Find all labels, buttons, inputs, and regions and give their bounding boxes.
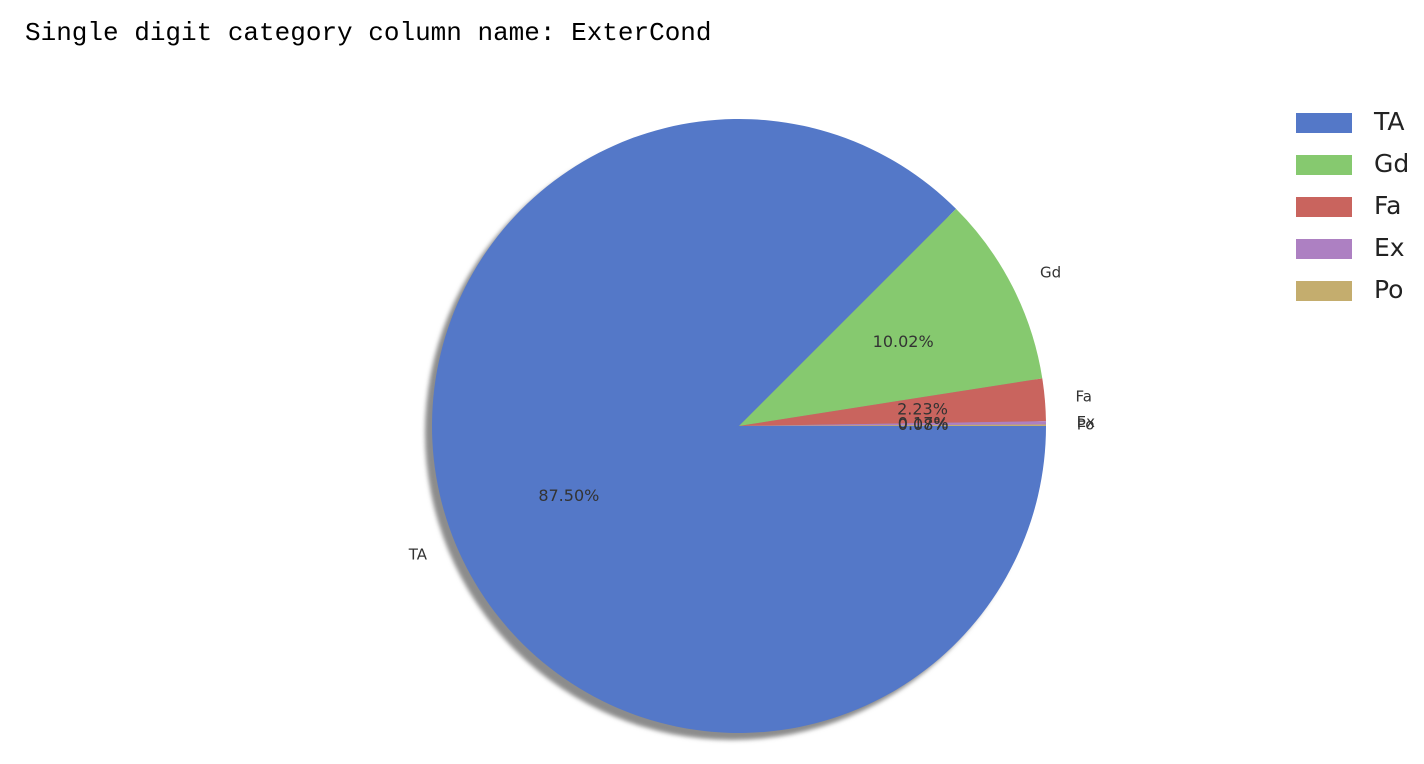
pie-slice-ex [739,421,1046,426]
slice-label-ta: TA [408,546,428,564]
legend-label-fa: Fa [1374,191,1401,220]
legend-label-gd: Gd [1374,149,1409,178]
pie-slice-ta [431,118,1046,733]
legend-swatch-fa [1296,197,1352,217]
legend-swatch-gd [1296,155,1352,175]
pct-label-ta: 87.50% [538,486,599,505]
pie-slice-fa [739,378,1046,426]
pct-label-gd: 10.02% [873,332,934,351]
legend-label-ta: TA [1373,107,1404,136]
pie-slices [431,118,1046,733]
pie-percent-labels: 87.50% 10.02% 2.23%0.17%0.08% [538,332,948,505]
slice-label-fa: Fa [1075,388,1091,406]
chart-legend: TA Gd Fa Ex Po [1296,107,1409,304]
pie-slice-po [739,424,1046,426]
pct-label-fa: 2.23% [897,400,948,419]
pie-slice-gd [739,208,1043,426]
pct-label-po: 0.08% [898,415,949,434]
slice-label-ex: Ex [1077,413,1095,431]
legend-label-ex: Ex [1374,233,1405,262]
legend-swatch-ta [1296,113,1352,133]
pct-label-ex: 0.17% [898,414,949,433]
cell-output-header: Single digit category column name: Exter… [25,18,712,48]
slice-label-gd: Gd [1040,263,1061,281]
legend-swatch-ex [1296,239,1352,259]
legend-swatch-po [1296,281,1352,301]
legend-label-po: Po [1374,275,1403,304]
slice-label-po: Po [1077,416,1095,434]
